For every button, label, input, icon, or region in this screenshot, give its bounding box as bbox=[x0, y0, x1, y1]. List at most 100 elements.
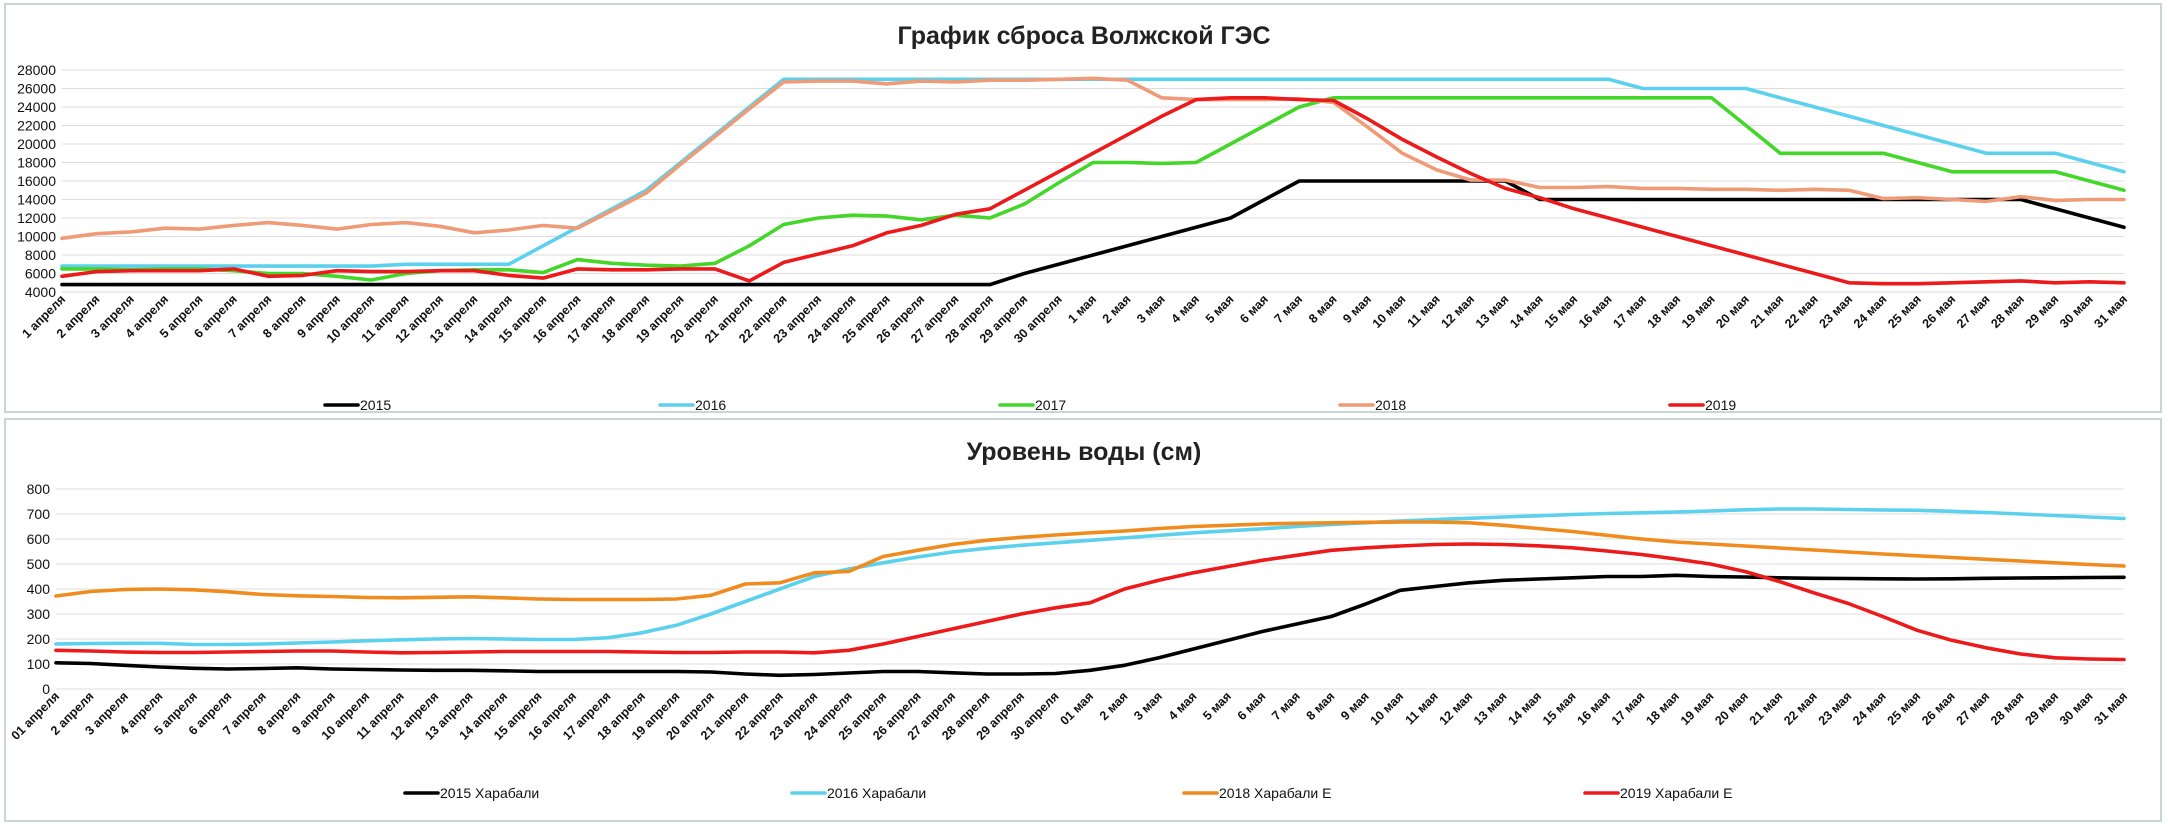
x-tick-label: 4 мая bbox=[1168, 292, 1202, 326]
chart-title-release: График сброса Волжской ГЭС bbox=[897, 22, 1270, 50]
series-line-2019 bbox=[60, 96, 2126, 286]
x-tick-label: 19 мая bbox=[1678, 689, 1717, 728]
y-tick-label: 8000 bbox=[25, 247, 56, 263]
x-tick-label: 21 мая bbox=[1747, 689, 1786, 728]
x-tick-label: 30 мая bbox=[2057, 292, 2096, 331]
legend-label: 2018 bbox=[1375, 397, 1406, 413]
x-tick-label: 31 мая bbox=[2091, 292, 2130, 331]
x-tick-label: 5 мая bbox=[1200, 689, 1234, 723]
x-tick-label: 3 мая bbox=[1134, 292, 1168, 326]
x-tick-label: 27 мая bbox=[1954, 689, 1993, 728]
x-tick-label: 15 мая bbox=[1540, 689, 1579, 728]
x-tick-label: 11 мая bbox=[1403, 689, 1441, 727]
x-tick-label: 18 мая bbox=[1645, 292, 1684, 331]
legend-label: 2018 Харабали Е bbox=[1219, 785, 1331, 801]
x-tick-label: 27 мая bbox=[1954, 292, 1993, 331]
x-tick-label: 16 мая bbox=[1574, 689, 1613, 728]
x-tick-label: 21 мая bbox=[1748, 292, 1787, 331]
x-tick-label: 13 мая bbox=[1471, 689, 1510, 728]
series-line-2017 bbox=[60, 96, 2126, 282]
chart-panel-release bbox=[4, 3, 2162, 413]
y-tick-label: 22000 bbox=[17, 118, 56, 134]
legend-label: 2016 bbox=[695, 397, 726, 413]
x-tick-label: 25 мая bbox=[1885, 292, 1924, 331]
x-tick-label: 28 мая bbox=[1988, 689, 2027, 728]
x-tick-label: 7 мая bbox=[1272, 292, 1306, 326]
x-tick-label: 7 мая bbox=[1269, 689, 1303, 723]
x-tick-label: 12 мая bbox=[1437, 689, 1476, 728]
x-tick-label: 12 мая bbox=[1438, 292, 1477, 331]
x-tick-label: 4 мая bbox=[1166, 689, 1200, 723]
x-tick-label: 17 мая bbox=[1610, 292, 1649, 331]
x-tick-label: 25 мая bbox=[1885, 689, 1924, 728]
y-tick-label: 20000 bbox=[17, 136, 56, 152]
x-tick-label: 23 мая bbox=[1816, 689, 1855, 728]
x-tick-label: 10 мая bbox=[1370, 292, 1409, 331]
x-tick-label: 29 мая bbox=[2023, 292, 2062, 331]
y-tick-label: 0 bbox=[42, 681, 50, 697]
y-tick-label: 400 bbox=[27, 581, 51, 597]
x-tick-label: 8 мая bbox=[1306, 292, 1340, 326]
x-tick-label: 18 мая bbox=[1643, 689, 1682, 728]
chart-panel-level bbox=[4, 418, 2162, 822]
y-tick-label: 24000 bbox=[17, 99, 56, 115]
series-line-2018-Харабали-Е bbox=[54, 520, 2126, 602]
x-tick-label: 26 мая bbox=[1920, 292, 1959, 331]
y-tick-label: 6000 bbox=[25, 266, 56, 282]
x-tick-label: 8 мая bbox=[1304, 689, 1338, 723]
legend-label: 2015 Харабали bbox=[440, 785, 539, 801]
x-tick-label: 24 мая bbox=[1850, 689, 1889, 728]
x-tick-label: 30 мая bbox=[2057, 689, 2096, 728]
y-tick-label: 16000 bbox=[17, 173, 56, 189]
y-tick-label: 500 bbox=[27, 556, 51, 572]
legend-label: 2019 bbox=[1705, 397, 1736, 413]
x-tick-label: 22 мая bbox=[1781, 689, 1820, 728]
legend-label: 2015 bbox=[360, 397, 391, 413]
x-tick-label: 2 мая bbox=[1100, 292, 1134, 326]
x-tick-label: 20 мая bbox=[1713, 292, 1752, 331]
x-tick-label: 16 мая bbox=[1576, 292, 1615, 331]
y-tick-label: 600 bbox=[27, 531, 51, 547]
series-line-2015 bbox=[60, 179, 2126, 287]
y-tick-label: 100 bbox=[27, 656, 51, 672]
x-tick-label: 17 мая bbox=[1609, 689, 1648, 728]
legend-label: 2019 Харабали Е bbox=[1620, 785, 1732, 801]
chart-release: 4000 6000 8000 10000 12000 14000 16000 18000 200… bbox=[17, 62, 2130, 413]
x-tick-label: 20 мая bbox=[1712, 689, 1751, 728]
x-tick-label: 13 мая bbox=[1473, 292, 1512, 331]
x-tick-label: 24 мая bbox=[1851, 292, 1890, 331]
x-tick-label: 23 мая bbox=[1816, 292, 1855, 331]
series-line-2018 bbox=[60, 76, 2126, 241]
y-tick-label: 700 bbox=[27, 506, 51, 522]
y-tick-label: 28000 bbox=[17, 62, 56, 78]
x-tick-label: 14 мая bbox=[1505, 689, 1544, 728]
series-line-2015-Харабали bbox=[54, 573, 2126, 678]
y-tick-label: 18000 bbox=[17, 155, 56, 171]
x-tick-label: 26 мая bbox=[1919, 689, 1958, 728]
x-tick-label: 22 мая bbox=[1782, 292, 1821, 331]
y-tick-label: 12000 bbox=[17, 210, 56, 226]
x-tick-label: 6 мая bbox=[1235, 689, 1269, 723]
x-tick-label: 29 мая bbox=[2022, 689, 2061, 728]
x-tick-label: 5 мая bbox=[1203, 292, 1237, 326]
y-tick-label: 4000 bbox=[25, 284, 56, 300]
x-tick-label: 3 мая bbox=[1131, 689, 1165, 723]
x-tick-label: 01 мая bbox=[1057, 689, 1096, 728]
y-tick-label: 14000 bbox=[17, 192, 56, 208]
y-tick-label: 10000 bbox=[17, 229, 56, 245]
chart-title-level: Уровень воды (см) bbox=[967, 438, 1202, 466]
x-tick-label: 6 мая bbox=[1237, 292, 1271, 326]
x-tick-label: 10 мая bbox=[1368, 689, 1407, 728]
series-line-2019-Харабали-Е bbox=[54, 542, 2126, 662]
legend-label: 2017 bbox=[1035, 397, 1066, 413]
legend-label: 2016 Харабали bbox=[827, 785, 926, 801]
y-tick-label: 200 bbox=[27, 631, 51, 647]
x-tick-label: 31 мая bbox=[2091, 689, 2130, 728]
series-line-2016-Харабали bbox=[54, 507, 2126, 647]
x-tick-label: 11 мая bbox=[1405, 292, 1443, 330]
y-tick-label: 26000 bbox=[17, 81, 56, 97]
x-tick-label: 28 мая bbox=[1988, 292, 2027, 331]
x-tick-label: 1 мая bbox=[1065, 292, 1099, 326]
